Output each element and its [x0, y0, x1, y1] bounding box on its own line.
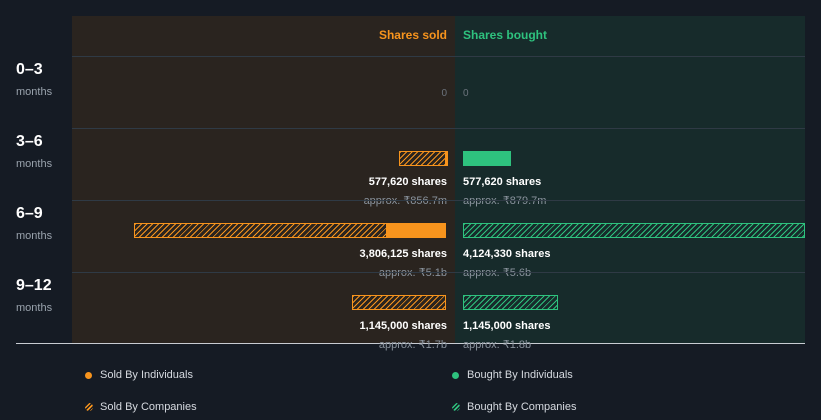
legend-sold-individuals-label: Sold By Individuals	[100, 369, 193, 381]
row-separator	[72, 272, 805, 273]
sold-zero-label: 0	[441, 88, 447, 99]
sold-value-label: approx. ₹856.7m	[363, 195, 447, 207]
legend-bought-companies-swatch	[452, 403, 460, 411]
period-unit-label: months	[16, 158, 53, 170]
sold-individuals-bar	[386, 223, 446, 238]
chart-baseline	[16, 343, 805, 344]
sold-shares-label: 1,145,000 shares	[359, 320, 447, 332]
sold-companies-bar	[134, 223, 387, 238]
bought-shares-label: 1,145,000 shares	[463, 320, 551, 332]
period-label: 0–3	[16, 61, 43, 78]
bought-value-label: approx. ₹5.6b	[463, 267, 532, 279]
bought-panel-background	[455, 16, 805, 344]
period-unit-label: months	[16, 302, 53, 314]
bought-shares-label: 577,620 shares	[463, 176, 542, 188]
period-label: 3–6	[16, 133, 43, 150]
bought-value-label: approx. ₹1.8b	[463, 339, 532, 351]
period-unit-label: months	[16, 230, 53, 242]
sold-individuals-bar	[445, 151, 448, 166]
legend-sold-companies-swatch	[85, 403, 93, 411]
sold-panel-background	[72, 16, 455, 344]
shares-bought-header: Shares bought	[463, 28, 548, 42]
bought-value-label: approx. ₹879.7m	[463, 195, 547, 207]
sold-value-label: approx. ₹1.7b	[378, 339, 447, 351]
period-label: 9–12	[16, 277, 52, 294]
bought-companies-bar	[463, 295, 558, 310]
row-separator	[72, 128, 805, 129]
legend-bought-individuals-swatch	[452, 372, 459, 379]
bought-shares-label: 4,124,330 shares	[463, 248, 551, 260]
sold-companies-bar	[352, 295, 446, 310]
period-label: 6–9	[16, 205, 43, 222]
bought-individuals-bar	[463, 151, 511, 166]
row-separator	[72, 200, 805, 201]
sold-shares-label: 3,806,125 shares	[359, 248, 447, 260]
sold-companies-bar	[398, 151, 446, 166]
legend-sold-companies-label: Sold By Companies	[100, 401, 197, 413]
legend-bought-companies-label: Bought By Companies	[467, 401, 577, 413]
bought-zero-label: 0	[463, 88, 469, 99]
row-separator	[72, 56, 805, 57]
legend-bought-individuals-label: Bought By Individuals	[467, 369, 573, 381]
shares-sold-header: Shares sold	[378, 28, 447, 42]
sold-shares-label: 577,620 shares	[368, 176, 447, 188]
period-unit-label: months	[16, 86, 53, 98]
sold-value-label: approx. ₹5.1b	[378, 267, 447, 279]
bought-companies-bar	[463, 223, 805, 238]
legend-sold-individuals-swatch	[85, 372, 92, 379]
